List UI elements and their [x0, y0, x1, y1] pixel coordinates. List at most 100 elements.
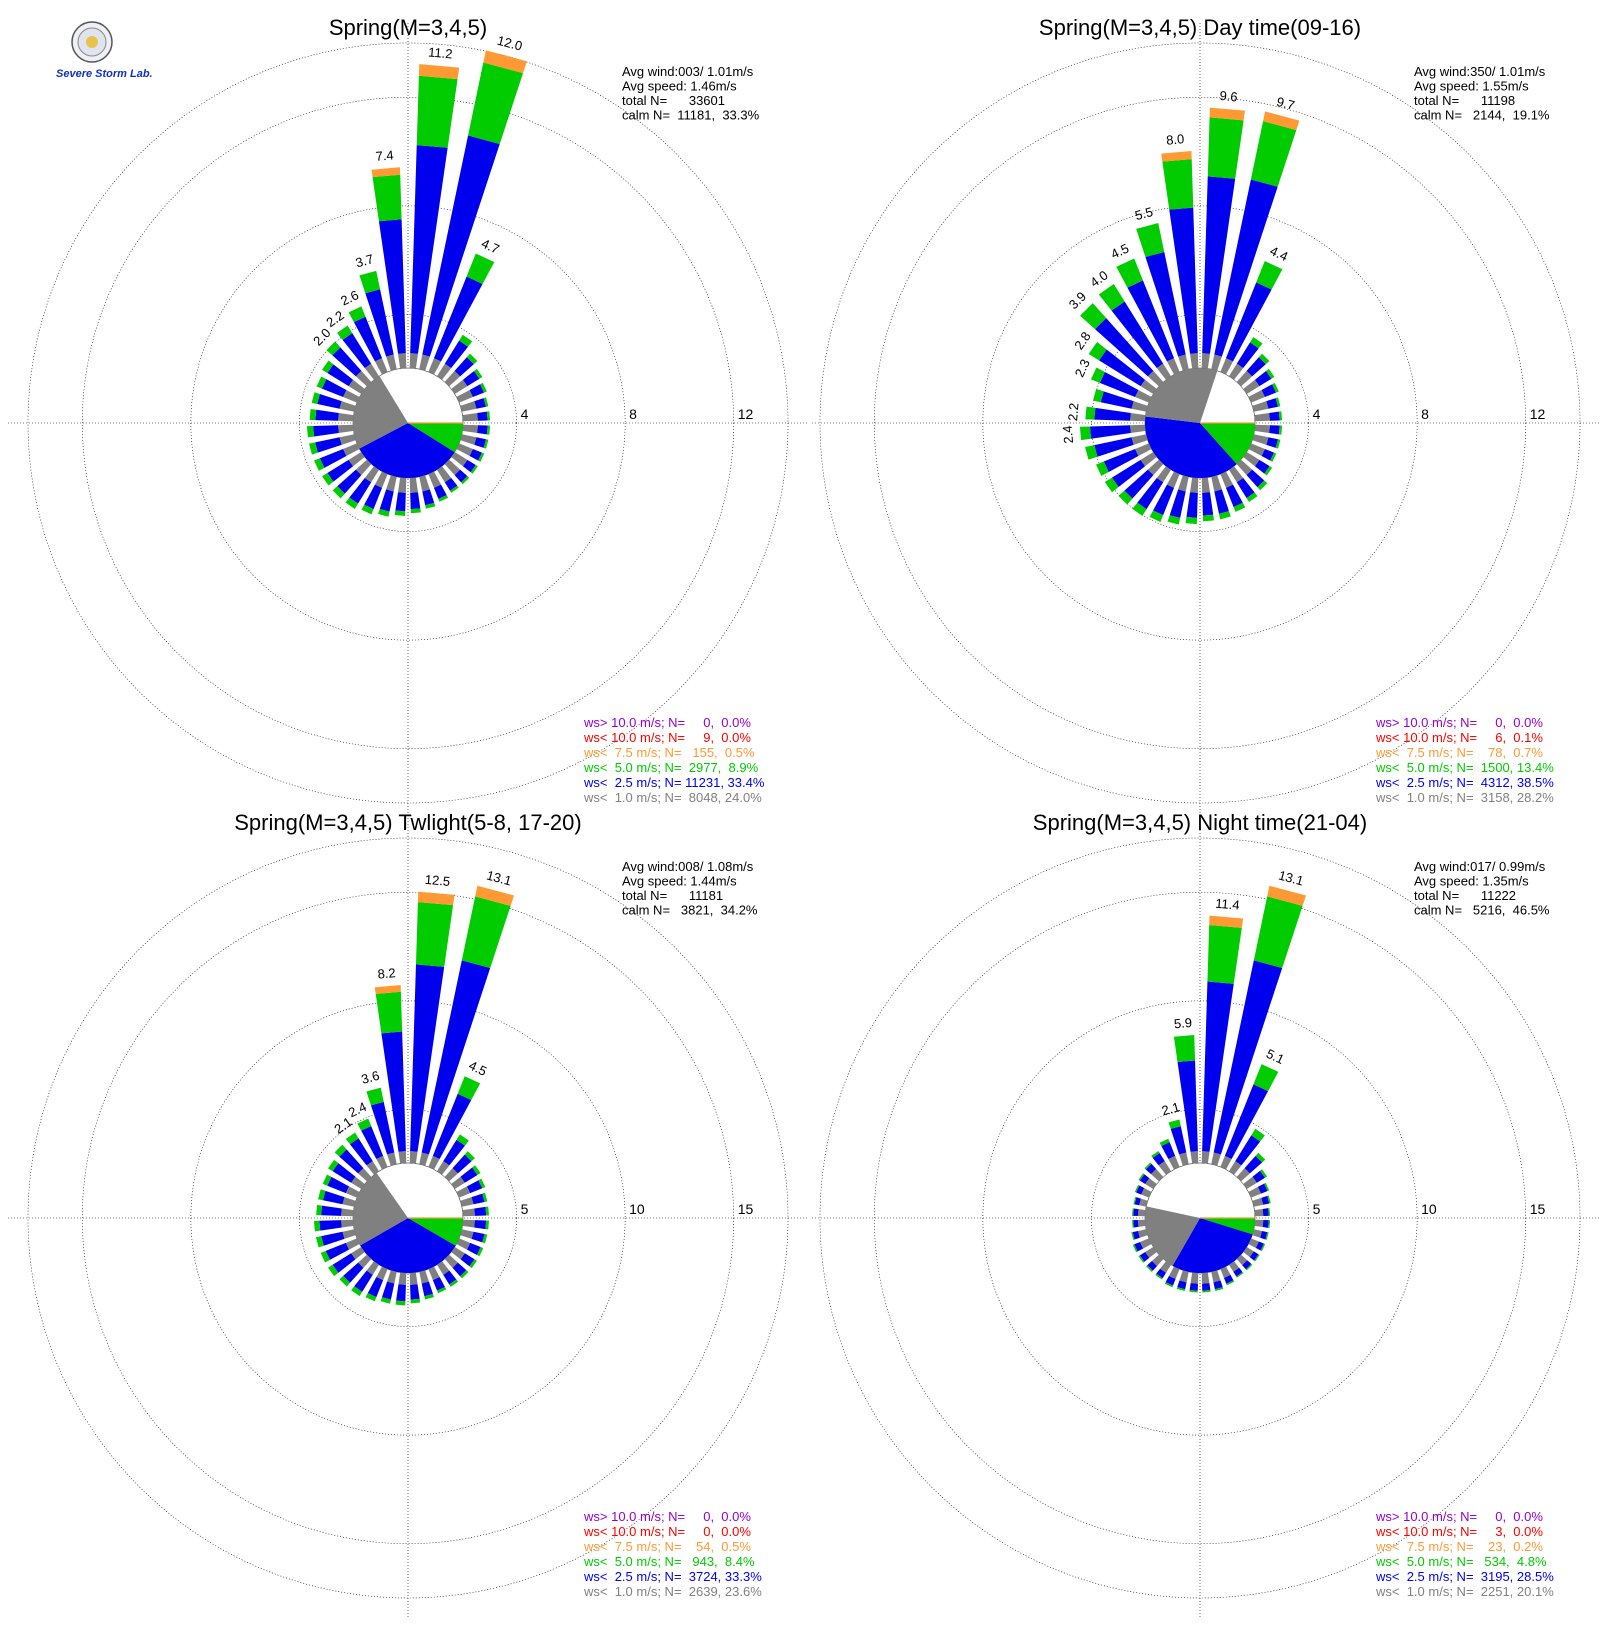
bar-segment-lt5 — [375, 991, 403, 1034]
bar-segment-lt5 — [482, 1233, 488, 1244]
ring-tick-label: 15 — [1530, 1201, 1546, 1217]
bar-segment-lt1 — [462, 413, 478, 422]
bar-segment-lt1 — [1135, 443, 1152, 457]
legend-entry: ws< 10.0 m/s; N= 0, 0.0% — [583, 1524, 751, 1539]
bar-segment-lt5 — [339, 1275, 351, 1287]
bar-segment-lt25 — [433, 484, 447, 500]
bar-segment-lt1 — [419, 475, 430, 492]
bar-segment-lt1 — [1137, 1209, 1146, 1217]
legend-entry: ws> 10.0 m/s; N= 0, 0.0% — [1375, 1509, 1543, 1524]
bar-segment-lt5 — [313, 1220, 321, 1232]
bar-segment-lt1 — [1201, 353, 1210, 369]
bar-segment-lt1 — [1178, 354, 1189, 371]
bar-segment-lt1 — [1243, 1246, 1254, 1258]
bar-segment-lt5 — [468, 62, 524, 144]
bar-segment-lt1 — [456, 389, 473, 403]
bar-segment-lt25 — [1261, 1195, 1270, 1205]
bar-segment-lt5 — [1278, 411, 1283, 421]
bar-segment-lt1 — [1179, 1270, 1189, 1283]
bar-segment-lt1 — [348, 451, 365, 467]
direction-bar-label: 4.0 — [1087, 267, 1110, 290]
legend-entry: ws< 1.0 m/s; N= 2251, 20.1% — [1375, 1584, 1554, 1599]
bar-segment-lt5 — [332, 486, 345, 499]
ring-tick-label: 15 — [738, 1201, 754, 1217]
grid-ring — [190, 205, 626, 641]
legend-entry: ws< 1.0 m/s; N= 3158, 28.2% — [1375, 790, 1554, 805]
bar-segment-lt5 — [1132, 502, 1147, 516]
logo-text: Severe Storm Lab. — [56, 68, 153, 80]
bar-segment-lt1 — [1211, 1152, 1221, 1166]
grid-ring — [873, 96, 1527, 750]
bar-segment-lt1 — [1220, 1155, 1232, 1170]
bar-segment-lt5 — [1133, 1196, 1137, 1205]
legend-entry: ws< 5.0 m/s; N= 534, 4.8% — [1375, 1554, 1547, 1569]
bar-segment-lt1 — [1248, 1186, 1262, 1198]
bar-segment-lt25 — [396, 1284, 406, 1302]
bar-segment-lt1 — [386, 354, 397, 371]
bar-segment-lt5 — [348, 306, 366, 323]
bar-segment-lt5 — [1159, 1138, 1170, 1146]
bar-segment-lt25 — [1242, 1260, 1252, 1270]
bar-segment-lt1 — [358, 1168, 372, 1182]
legend-entry: ws< 2.5 m/s; N= 11231, 33.4% — [583, 775, 765, 790]
bar-segment-lt25 — [315, 437, 342, 453]
bar-segment-lt5 — [476, 1247, 484, 1257]
direction-bar-label: 4.5 — [466, 1058, 489, 1079]
bar-segment-lt1 — [1178, 475, 1189, 492]
bar-segment-lt25 — [1262, 1208, 1269, 1217]
bar-segment-lt1 — [1220, 1266, 1231, 1278]
bar-segment-lt5 — [1275, 397, 1281, 407]
bar-segment-lt1 — [428, 1266, 440, 1281]
direction-bar-label: 12.0 — [496, 33, 524, 54]
bar-segment-lt5 — [1268, 1220, 1271, 1229]
bar-segment-lt25 — [1236, 477, 1255, 499]
bar-segment-lt1 — [1220, 358, 1234, 375]
legend-entry: ws> 10.0 m/s; N= 0, 0.0% — [583, 1509, 751, 1524]
bar-segment-lt5 — [1260, 1169, 1268, 1178]
bar-segment-lt1 — [1236, 1254, 1248, 1266]
bar-segment-lt25 — [471, 1231, 485, 1243]
stats-line1: Avg wind:017/ 0.99m/s — [1414, 859, 1546, 874]
bar-segment-lt1 — [1211, 475, 1222, 492]
bar-segment-lt5 — [1254, 1254, 1260, 1262]
bar-segment-lt5 — [1138, 1255, 1145, 1263]
bar-segment-lt5 — [1164, 1282, 1173, 1288]
bar-segment-lt25 — [354, 1270, 373, 1292]
bar-segment-lt1 — [1150, 1168, 1164, 1182]
bar-segment-lt25 — [332, 347, 362, 377]
grid-ring — [81, 96, 735, 750]
bar-segment-lt1 — [1140, 1238, 1152, 1249]
bar-segment-lt5 — [1246, 492, 1258, 503]
bar-segment-lt5 — [361, 504, 374, 515]
bar-segment-lt25 — [1134, 1197, 1141, 1206]
bar-segment-lt1 — [409, 1272, 418, 1285]
bar-segment-lt5 — [316, 376, 327, 389]
bar-segment-lt25 — [1124, 469, 1154, 499]
bar-segment-lt25 — [410, 1284, 420, 1300]
direction-bar-label: 3.7 — [354, 251, 375, 270]
bar-segment-lt5 — [1265, 1232, 1269, 1240]
bar-segment-lt5 — [1116, 258, 1143, 288]
bar-segment-lt1 — [462, 1208, 475, 1217]
bar-segment-lt25 — [1133, 1219, 1139, 1228]
bar-segment-lt1 — [398, 1151, 407, 1164]
bar-segment-lt1 — [409, 353, 418, 369]
stats-line3: total N= 33601 — [622, 93, 725, 108]
bar-segment-lt25 — [1225, 484, 1243, 508]
grid-ring-outer — [819, 837, 1581, 1599]
bar-segment-lt1 — [398, 353, 407, 369]
bar-segment-lt1 — [374, 471, 388, 488]
bar-segment-lt5 — [309, 408, 317, 421]
bar-segment-lt1 — [462, 1219, 475, 1228]
bar-segment-lt25 — [1246, 469, 1265, 488]
bar-segment-lt25 — [1202, 1283, 1211, 1291]
bar-segment-lt5 — [424, 1293, 434, 1300]
bar-segment-lt25 — [1111, 459, 1146, 488]
bar-segment-lt5 — [1270, 452, 1277, 462]
grid-ring-outer — [27, 837, 789, 1599]
polar-plot-area — [8, 820, 808, 1618]
bar-segment-lt1 — [1145, 1246, 1157, 1258]
polar-plot-area — [8, 23, 808, 820]
